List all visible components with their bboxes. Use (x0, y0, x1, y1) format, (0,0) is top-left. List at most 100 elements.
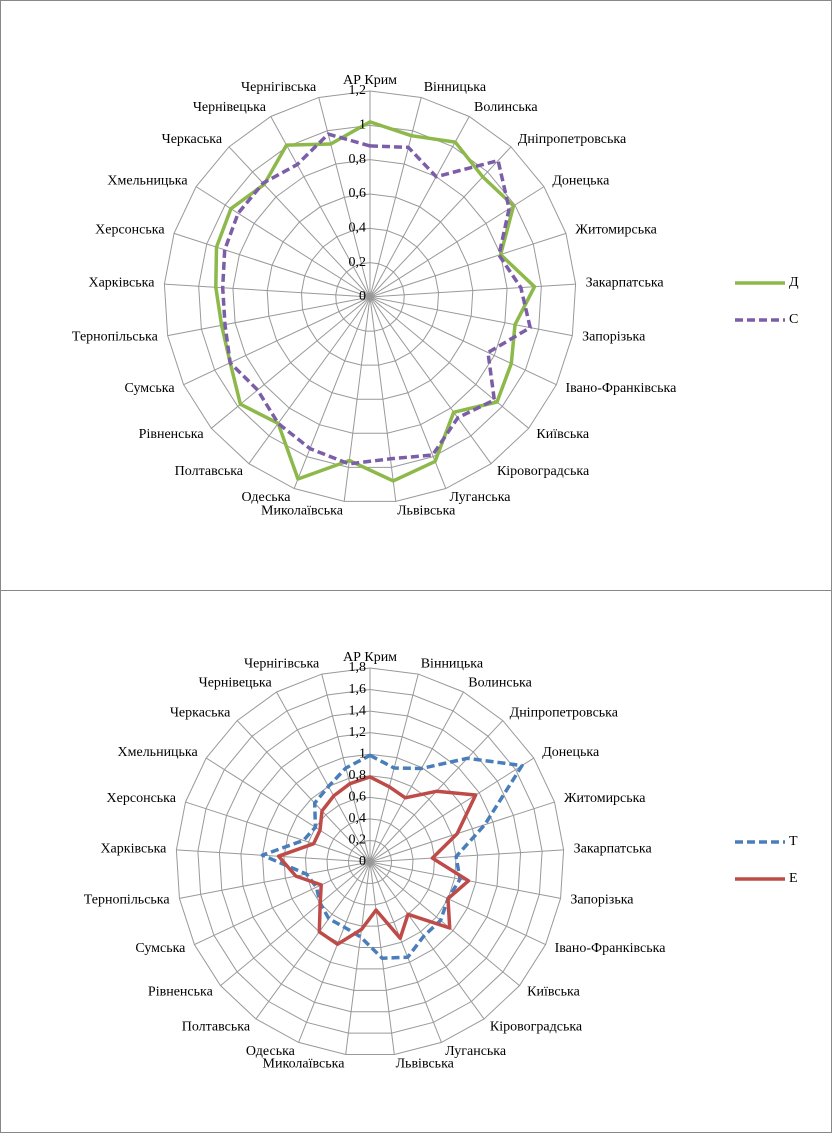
grid-ring (283, 775, 457, 949)
series-line (276, 775, 478, 946)
spoke (369, 97, 422, 298)
y-tick-label: 1,8 (349, 660, 367, 675)
category-label: Харківська (88, 276, 155, 291)
spoke (369, 849, 564, 863)
spoke (255, 861, 371, 1020)
category-label: Дніпропетровська (518, 132, 627, 147)
series-line (220, 132, 532, 466)
category-label: Запорізька (582, 330, 646, 345)
category-label: Полтавська (182, 1019, 251, 1034)
category-label: Тернопільська (84, 892, 171, 907)
category-label: Сумська (135, 941, 186, 956)
legend-label: Д (789, 275, 799, 290)
y-tick-label: 0,8 (349, 152, 367, 167)
spoke (183, 296, 371, 386)
spoke (369, 116, 470, 298)
category-label: Київська (536, 427, 589, 442)
category-label: Рівненська (139, 427, 205, 442)
category-label: АР Крим (343, 650, 397, 665)
y-tick-label: 1,4 (349, 703, 367, 718)
category-label: Тернопільська (72, 330, 159, 345)
spoke (369, 146, 512, 298)
category-label: Хмельницька (107, 173, 188, 188)
spoke (276, 691, 371, 863)
spoke (164, 283, 371, 298)
category-label: Донецька (552, 173, 610, 188)
spoke (210, 296, 371, 429)
chart-frame (0, 590, 832, 1133)
category-label: Київська (527, 984, 580, 999)
chart-frame (0, 0, 832, 591)
spoke (369, 296, 492, 464)
spoke (176, 849, 371, 863)
spoke (293, 296, 371, 489)
category-label: Закарпатська (586, 276, 665, 291)
y-tick-label: 1,6 (349, 682, 367, 697)
spoke (369, 296, 557, 386)
spoke (369, 861, 546, 946)
spoke (369, 296, 573, 337)
y-tick-label: 0,4 (349, 221, 367, 236)
spoke (369, 757, 535, 863)
category-label: Житомирська (575, 222, 657, 237)
category-label: Закарпатська (574, 841, 653, 856)
category-label: Луганська (450, 490, 512, 505)
grid-ring (198, 124, 542, 468)
y-tick-label: 0 (359, 289, 366, 304)
spoke (369, 801, 555, 863)
category-label: Чернігівська (241, 80, 317, 95)
spoke (369, 296, 397, 502)
category-label: Кіровоградська (490, 1019, 583, 1034)
spoke (369, 283, 576, 298)
y-tick-label: 1,2 (349, 83, 367, 98)
spoke (298, 861, 371, 1043)
grid-ring (163, 90, 577, 502)
spoke (195, 186, 371, 298)
y-tick-label: 0 (359, 854, 366, 869)
category-label: Вінницька (424, 80, 487, 95)
category-label: Полтавська (175, 464, 244, 479)
category-label: Кіровоградська (497, 464, 590, 479)
legend-label: Т (789, 834, 798, 849)
y-tick-label: 1 (359, 118, 366, 133)
grid-ring (232, 159, 508, 434)
category-label: Івано-Франківська (555, 941, 667, 956)
spoke (194, 861, 371, 946)
spoke (369, 296, 530, 429)
category-label: Запорізька (570, 892, 634, 907)
category-label: Черкаська (170, 706, 231, 721)
grid-ring (335, 262, 405, 332)
spoke (369, 296, 447, 489)
spoke (179, 861, 371, 899)
grid-ring (175, 667, 565, 1055)
category-label: Луганська (445, 1044, 507, 1059)
spoke (369, 861, 442, 1043)
y-tick-label: 1,2 (349, 725, 367, 740)
grid-ring (347, 839, 393, 884)
spoke (369, 691, 464, 863)
y-tick-label: 1 (359, 746, 366, 761)
spoke (318, 97, 371, 298)
category-label: Волинська (468, 675, 532, 690)
spoke (185, 801, 371, 863)
category-label: Одеська (246, 1044, 296, 1059)
category-label: Харківська (100, 841, 167, 856)
y-tick-label: 0,6 (349, 790, 367, 805)
category-label: Чернігівська (244, 657, 320, 672)
grid-ring (300, 227, 440, 366)
spoke (369, 861, 520, 987)
category-label: Чернівецька (193, 100, 267, 115)
spoke (343, 296, 371, 502)
category-label: Херсонська (95, 222, 165, 237)
y-tick-label: 0,4 (349, 811, 367, 826)
category-label: Чернівецька (199, 675, 273, 690)
category-label: Волинська (474, 100, 538, 115)
grid-ring (326, 818, 414, 906)
category-label: АР Крим (343, 73, 397, 88)
category-label: Черкаська (162, 132, 223, 147)
category-label: Дніпропетровська (510, 706, 619, 721)
grid-ring (197, 689, 543, 1034)
category-label: Хмельницька (118, 745, 199, 760)
spoke (205, 757, 371, 863)
grid-ring (218, 710, 522, 1013)
